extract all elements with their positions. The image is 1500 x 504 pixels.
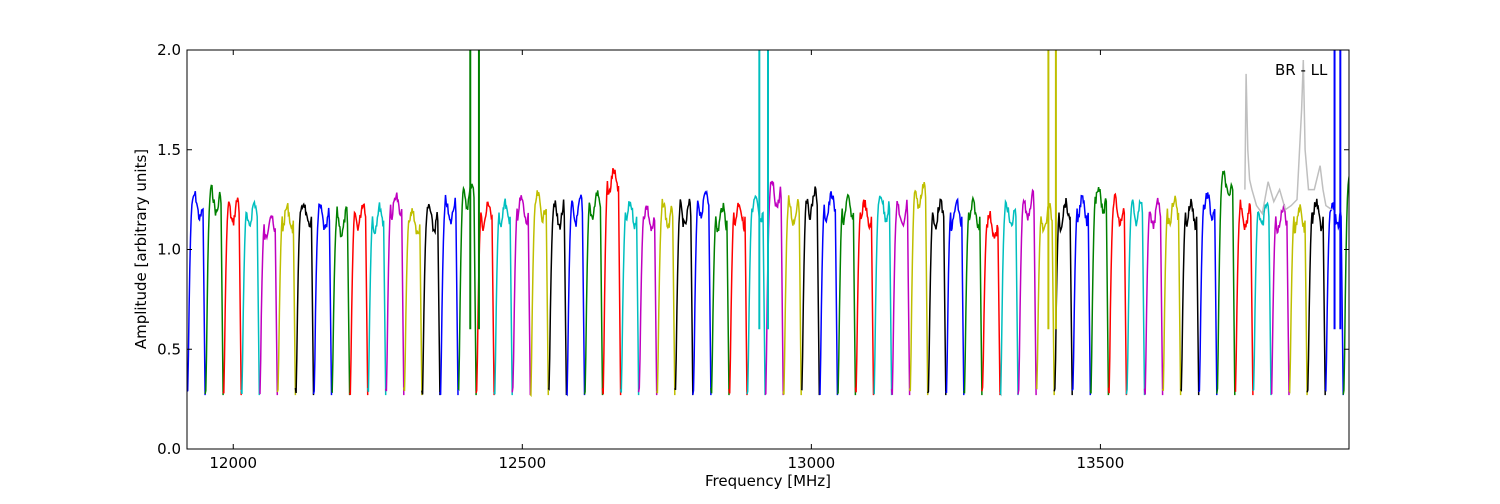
x-tick-label: 12500 <box>498 454 546 472</box>
channel-passband-21 <box>547 199 568 396</box>
channel-passband-34 <box>782 195 802 396</box>
channel-passband-60 <box>1252 201 1272 396</box>
channel-passband-52 <box>1107 192 1128 396</box>
channel-passband-48 <box>1035 202 1055 396</box>
channel-passband-39 <box>873 195 893 396</box>
channel-passband-50 <box>1071 194 1092 396</box>
channel-passband-65 <box>1342 173 1349 395</box>
channel-passband-23 <box>583 190 604 396</box>
channel-passband-63 <box>1306 198 1326 396</box>
channel-passband-47 <box>1017 188 1037 396</box>
channel-passband-40 <box>890 199 911 396</box>
channel-passband-25 <box>619 201 640 396</box>
channel-passband-53 <box>1125 198 1146 396</box>
channel-passband-55 <box>1161 195 1182 396</box>
series-layer <box>187 50 1349 398</box>
channel-passband-59 <box>1234 199 1254 396</box>
channel-passband-11 <box>366 202 387 396</box>
y-tick-label: 1.5 <box>157 141 181 159</box>
channel-passband-32 <box>746 194 766 396</box>
channel-passband-22 <box>565 194 586 397</box>
channel-passband-6 <box>276 203 297 396</box>
channel-passband-44 <box>963 195 983 396</box>
channel-passband-58 <box>1216 170 1236 396</box>
channel-passband-62 <box>1288 204 1308 396</box>
y-tick-label: 0.0 <box>157 440 181 458</box>
channel-passband-2 <box>204 184 224 396</box>
channel-passband-30 <box>710 202 730 396</box>
channel-passband-43 <box>945 197 965 396</box>
y-tick-label: 1.0 <box>157 241 181 259</box>
channel-passband-14 <box>421 203 441 396</box>
channel-passband-9 <box>331 206 351 396</box>
channel-passband-56 <box>1180 198 1200 396</box>
channel-passband-37 <box>836 193 857 396</box>
y-tick-label: 2.0 <box>157 41 181 59</box>
annotation-label: BR - LL <box>1275 61 1328 79</box>
channel-passband-61 <box>1270 203 1290 396</box>
channel-passband-36 <box>819 191 839 396</box>
y-axis-label: Amplitude [arbitrary units] <box>132 149 150 349</box>
channel-passband-13 <box>403 208 423 396</box>
channel-passband-15 <box>439 194 459 396</box>
channel-passband-19 <box>511 195 532 396</box>
channel-passband-38 <box>854 199 875 396</box>
x-tick-label: 12000 <box>209 454 257 472</box>
x-axis-label: Frequency [MHz] <box>705 472 831 490</box>
channel-passband-31 <box>728 202 748 396</box>
channel-passband-10 <box>348 203 369 396</box>
channel-passband-12 <box>384 192 405 396</box>
channel-passband-46 <box>999 198 1019 397</box>
channel-passband-29 <box>692 189 712 396</box>
channel-passband-54 <box>1143 197 1164 396</box>
x-tick-label: 13000 <box>787 454 835 472</box>
tick-layer: 12000 12500 13000 13500 0.0 0.5 1.0 1.5 2.0 <box>157 41 1349 472</box>
channel-passband-45 <box>981 210 1001 396</box>
channel-passband-5 <box>259 214 279 396</box>
channel-passband-42 <box>927 198 947 396</box>
channel-passband-24 <box>601 167 622 396</box>
channel-passband-57 <box>1198 192 1218 396</box>
channel-passband-16 <box>457 183 477 396</box>
gray-overlay-line <box>1244 59 1333 216</box>
y-tick-label: 0.5 <box>157 340 181 358</box>
channel-passband-49 <box>1053 198 1073 396</box>
channel-passband-8 <box>312 203 333 396</box>
channel-passband-41 <box>908 181 929 396</box>
x-tick-label: 13500 <box>1077 454 1125 472</box>
channel-passband-28 <box>674 198 694 396</box>
channel-passband-26 <box>637 205 658 396</box>
channel-passband-27 <box>655 198 676 396</box>
channel-passband-18 <box>493 198 513 396</box>
channel-passband-4 <box>240 199 261 396</box>
channel-passband-51 <box>1089 186 1110 396</box>
channel-passband-35 <box>800 186 821 396</box>
channel-passband-3 <box>222 197 242 396</box>
channel-passband-1 <box>187 191 206 396</box>
channel-passband-7 <box>294 202 315 396</box>
channel-passband-20 <box>529 190 550 398</box>
